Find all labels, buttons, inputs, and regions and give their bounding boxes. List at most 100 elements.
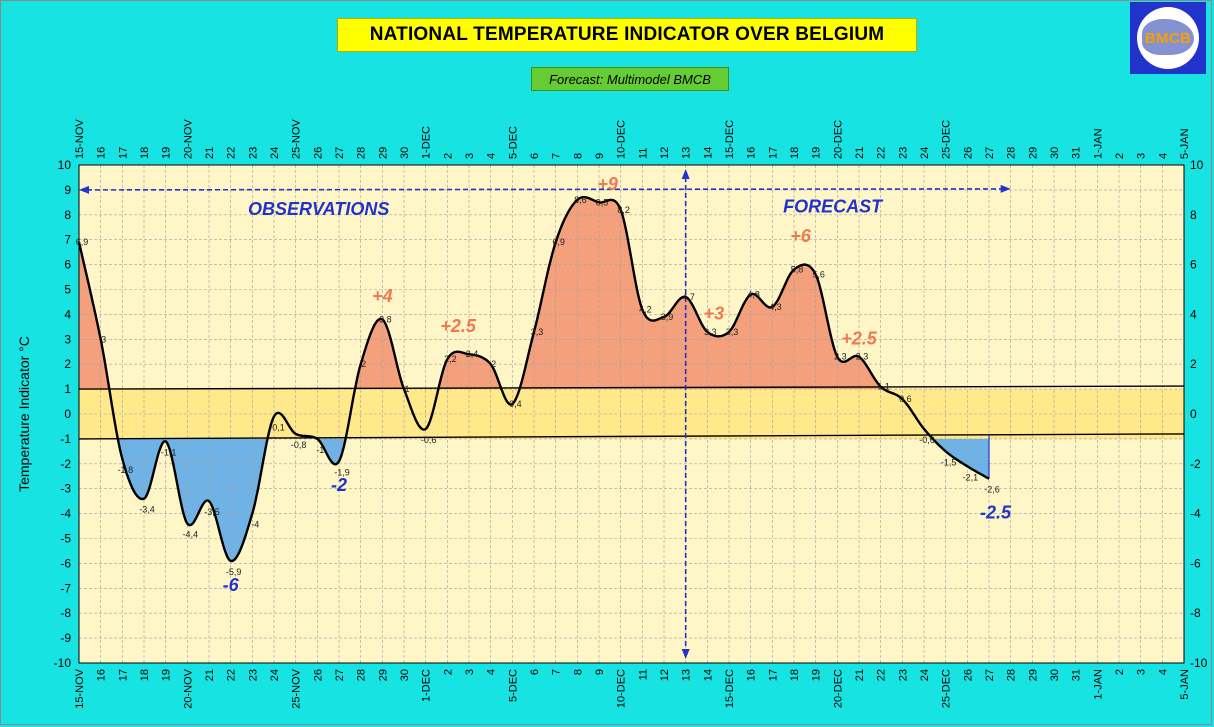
x-tick-top: 19: [161, 147, 173, 159]
x-tick-top: 8: [572, 153, 584, 159]
x-tick-bottom: 26: [962, 669, 974, 681]
x-tick-bottom: 8: [572, 669, 584, 675]
data-label: -4,4: [183, 530, 199, 540]
data-label: 6,9: [76, 237, 89, 247]
x-tick-top: 20-DEC: [832, 120, 844, 159]
x-tick-top: 29: [1027, 147, 1039, 159]
x-tick-bottom: 19: [811, 669, 823, 681]
x-tick-top: 27: [334, 147, 346, 159]
y-tick-left: -2: [60, 457, 71, 471]
data-label: -5,9: [226, 567, 242, 577]
data-label: 8,2: [617, 205, 630, 215]
x-tick-bottom: 9: [594, 669, 606, 675]
y-tick-right: 4: [1190, 307, 1197, 321]
data-label: 4,2: [639, 304, 652, 314]
y-tick-left: 8: [64, 208, 71, 222]
y-tick-left: -10: [54, 656, 72, 670]
positive-area: [79, 197, 989, 390]
x-tick-top: 17: [767, 147, 779, 159]
x-tick-top: 1-JAN: [1092, 128, 1104, 159]
arrow-right-head: [1000, 184, 1011, 193]
data-label: 2,3: [856, 352, 869, 362]
data-label: -3,5: [204, 507, 220, 517]
x-tick-bottom: 18: [139, 669, 151, 681]
peak-annotation: -2: [331, 475, 347, 495]
x-tick-top: 2: [1114, 153, 1126, 159]
x-tick-bottom: 14: [702, 669, 714, 681]
x-tick-bottom: 11: [637, 669, 649, 680]
x-tick-top: 5-DEC: [507, 126, 519, 159]
x-tick-top: 4: [486, 153, 498, 159]
x-tick-bottom: 17: [767, 669, 779, 681]
data-label: 3,3: [531, 327, 544, 337]
y-tick-left: 6: [64, 258, 71, 272]
x-tick-bottom: 29: [377, 669, 389, 681]
data-label: -4: [251, 520, 259, 530]
upper-band-line: [78, 385, 1185, 390]
x-tick-bottom: 1-DEC: [421, 669, 433, 702]
data-label: -2,1: [963, 472, 979, 482]
data-label: 6,9: [552, 237, 565, 247]
y-tick-right: 8: [1190, 208, 1197, 222]
data-label: -0,1: [269, 422, 285, 432]
x-tick-top: 22: [226, 147, 238, 159]
x-tick-bottom: 23: [897, 669, 909, 681]
y-tick-left: 10: [58, 158, 72, 172]
x-tick-bottom: 10-DEC: [616, 669, 628, 708]
data-label: 4,3: [769, 302, 782, 312]
y-tick-left: -7: [60, 581, 71, 595]
x-tick-top: 20-NOV: [182, 119, 194, 159]
x-tick-top: 10-DEC: [616, 120, 628, 159]
x-tick-top: 18: [789, 147, 801, 159]
y-tick-right: -8: [1190, 606, 1201, 620]
x-tick-bottom: 28: [1006, 669, 1018, 681]
x-tick-top: 19: [811, 147, 823, 159]
x-tick-bottom: 5-DEC: [507, 669, 519, 702]
bmcb-logo: BMCB: [1130, 2, 1206, 74]
y-tick-left: -5: [60, 532, 71, 546]
chart-subtitle: Forecast: Multimodel BMCB: [531, 67, 729, 91]
x-tick-bottom: 18: [789, 669, 801, 681]
x-tick-top: 16: [96, 147, 108, 159]
x-tick-top: 23: [897, 147, 909, 159]
x-tick-bottom: 5-JAN: [1179, 669, 1191, 700]
x-tick-top: 5-JAN: [1179, 128, 1191, 159]
x-tick-top: 1-DEC: [421, 126, 433, 159]
data-label: 0,4: [509, 399, 522, 409]
belgium-map-icon: [1142, 19, 1194, 55]
x-tick-bottom: 24: [269, 669, 281, 681]
y-tick-right: 6: [1190, 258, 1197, 272]
data-label: -3,4: [139, 505, 155, 515]
x-tick-bottom: 30: [1049, 669, 1061, 681]
x-tick-bottom: 29: [1027, 669, 1039, 681]
peak-annotation: +3: [704, 303, 725, 323]
x-tick-bottom: 26: [312, 669, 324, 681]
temperature-line: [77, 196, 990, 563]
data-label: 2,3: [834, 352, 847, 362]
x-tick-bottom: 28: [356, 669, 368, 681]
data-label: 3,3: [704, 327, 717, 337]
x-tick-top: 26: [312, 147, 324, 159]
x-tick-bottom: 15-NOV: [74, 668, 86, 708]
x-tick-top: 16: [746, 147, 758, 159]
x-tick-bottom: 25-DEC: [941, 669, 953, 708]
x-tick-bottom: 13: [681, 669, 693, 681]
data-label: 2,4: [466, 349, 479, 359]
x-tick-bottom: 19: [161, 669, 173, 681]
x-tick-bottom: 12: [659, 669, 671, 681]
x-tick-top: 27: [984, 147, 996, 159]
x-tick-bottom: 16: [96, 669, 108, 681]
y-tick-right: -10: [1190, 656, 1208, 670]
y-tick-left: -9: [60, 631, 71, 645]
x-tick-bottom: 1-JAN: [1092, 669, 1104, 700]
data-label: 3,3: [726, 327, 739, 337]
y-tick-left: 4: [64, 307, 71, 321]
y-tick-right: 0: [1190, 407, 1197, 421]
x-tick-top: 26: [962, 147, 974, 159]
x-tick-bottom: 4: [1157, 669, 1169, 675]
data-label: 3,9: [661, 312, 674, 322]
x-tick-top: 12: [659, 147, 671, 159]
x-tick-top: 29: [377, 147, 389, 159]
y-tick-left: 5: [64, 283, 71, 297]
